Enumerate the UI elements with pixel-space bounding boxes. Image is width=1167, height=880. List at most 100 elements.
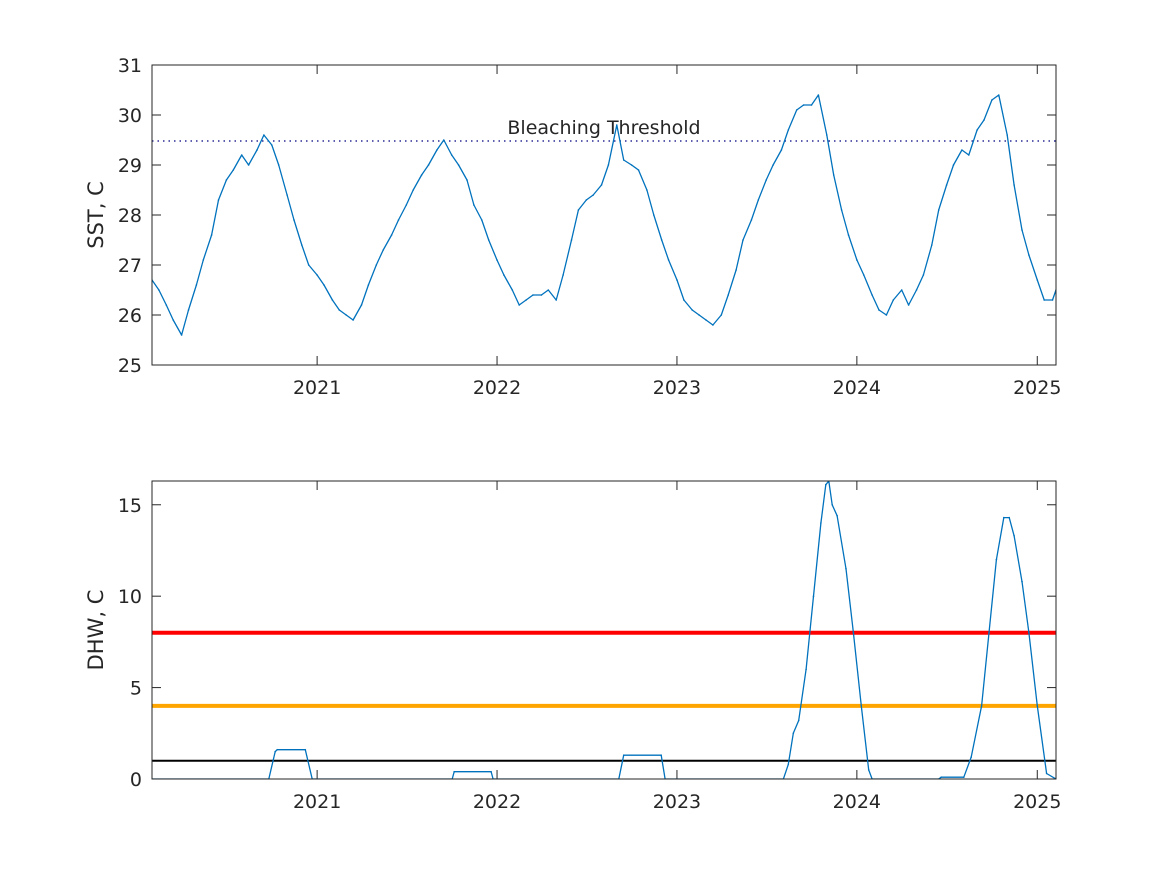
sst-x-tick-label: 2025 xyxy=(1013,377,1061,399)
sst-data-point xyxy=(240,154,243,156)
sst-data-point xyxy=(646,189,648,191)
sst-data-point xyxy=(885,314,888,316)
sst-data-point xyxy=(405,204,408,206)
dhw-y-axis-label: DHW, C xyxy=(84,590,108,671)
sst-data-point xyxy=(765,179,767,181)
sst-data-point xyxy=(757,199,760,201)
sst-data-point xyxy=(878,309,880,311)
sst-data-point xyxy=(900,289,903,291)
sst-data-point xyxy=(1021,229,1023,231)
sst-data-point xyxy=(397,219,400,221)
sst-data-point xyxy=(742,239,744,241)
sst-data-point xyxy=(780,149,783,151)
dhw-data-point xyxy=(1021,580,1023,583)
sst-data-point xyxy=(968,154,970,156)
sst-data-point xyxy=(367,284,370,286)
sst-x-tick-label: 2022 xyxy=(473,377,521,399)
dhw-data-point xyxy=(836,514,838,517)
sst-data-point xyxy=(683,299,685,301)
sst-data-point xyxy=(247,164,250,166)
sst-plot xyxy=(152,94,1056,336)
dhw-data-point xyxy=(797,719,800,722)
sst-y-tick-label: 27 xyxy=(118,255,142,277)
sst-plot-area xyxy=(152,65,1056,365)
sst-data-point xyxy=(503,274,505,276)
sst-data-point xyxy=(698,314,700,316)
dhw-data-point xyxy=(274,750,277,753)
sst-data-point xyxy=(427,164,430,166)
sst-data-point xyxy=(577,209,580,211)
sst-data-point xyxy=(622,159,625,161)
dhw-data-point xyxy=(995,558,998,561)
sst-data-point xyxy=(637,169,640,171)
sst-data-point xyxy=(390,234,393,236)
sst-data-point xyxy=(922,274,925,276)
sst-data-point xyxy=(555,299,557,301)
sst-data-point xyxy=(450,154,453,156)
sst-data-point xyxy=(750,219,753,221)
sst-data-point xyxy=(616,124,618,126)
sst-data-point xyxy=(817,94,820,96)
dhw-data-point xyxy=(1003,516,1005,519)
sst-data-point xyxy=(496,259,498,261)
sst-data-point xyxy=(271,144,273,146)
sst-data-point xyxy=(826,134,828,136)
dhw-data-point xyxy=(1008,516,1010,519)
sst-data-point xyxy=(316,274,318,276)
dhw-data-point xyxy=(304,748,307,751)
sst-data-point xyxy=(307,264,310,266)
sst-data-point xyxy=(338,309,341,311)
dhw-data-point xyxy=(1013,535,1015,537)
sst-y-tick-label: 28 xyxy=(118,205,142,227)
sst-y-tick-label: 31 xyxy=(118,55,142,77)
sst-y-axis-label: SST, C xyxy=(84,181,108,249)
sst-data-point xyxy=(202,259,205,261)
sst-data-point xyxy=(466,179,468,181)
sst-data-point xyxy=(691,309,693,311)
sst-data-point xyxy=(210,234,213,236)
sst-data-point xyxy=(660,239,663,241)
sst-data-point xyxy=(847,234,850,236)
dhw-data-point xyxy=(1045,772,1048,775)
sst-data-point xyxy=(443,139,445,141)
sst-data-point xyxy=(473,204,475,206)
dhw-data-point xyxy=(831,504,833,506)
sst-data-point xyxy=(607,164,610,166)
sst-data-point xyxy=(263,134,265,136)
sst-data-point xyxy=(511,289,514,291)
sst-data-point xyxy=(787,129,790,131)
sst-data-point xyxy=(840,209,843,211)
sst-data-point xyxy=(991,99,993,101)
sst-data-point xyxy=(256,149,258,151)
sst-data-point xyxy=(195,284,198,286)
sst-data-point xyxy=(286,194,288,196)
sst-data-point xyxy=(871,294,873,296)
sst-data-point xyxy=(1028,254,1030,256)
dhw-data-point xyxy=(988,631,990,634)
sst-data-point xyxy=(937,209,940,211)
sst-series-line-0 xyxy=(152,94,1056,336)
dhw-x-tick-label: 2023 xyxy=(653,791,701,813)
sst-data-point xyxy=(525,299,527,301)
sst-axes-box xyxy=(151,64,1057,366)
dhw-data-point xyxy=(622,754,625,756)
dhw-data-point xyxy=(1028,631,1030,634)
sst-data-point xyxy=(323,284,325,286)
sst-y-tick-label: 30 xyxy=(118,105,142,127)
sst-data-point xyxy=(863,274,865,276)
sst-data-point xyxy=(727,294,729,296)
sst-data-point xyxy=(720,314,723,316)
dhw-data-point xyxy=(660,754,662,756)
sst-data-point xyxy=(165,304,168,306)
sst-data-point xyxy=(907,304,910,306)
dhw-data-point xyxy=(845,568,847,570)
sst-data-point xyxy=(382,249,385,251)
dhw-data-point xyxy=(453,770,456,773)
sst-data-point xyxy=(998,94,1000,96)
sst-data-point xyxy=(420,174,423,176)
sst-data-point xyxy=(832,174,835,176)
dhw-data-point xyxy=(1036,705,1039,707)
sst-data-point xyxy=(1036,279,1039,281)
dhw-data-point xyxy=(276,748,279,751)
sst-threshold-label: Bleaching Threshold xyxy=(507,117,700,139)
